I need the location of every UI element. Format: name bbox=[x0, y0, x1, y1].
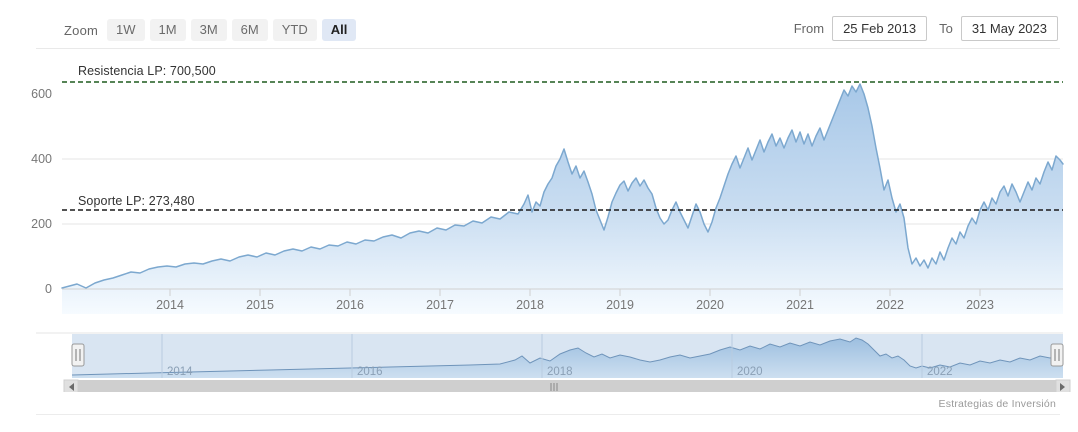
navigator-year-2014: 2014 bbox=[167, 366, 193, 378]
zoom-button-1w[interactable]: 1W bbox=[107, 19, 145, 41]
scroll-right-arrow-icon bbox=[1060, 383, 1065, 391]
navigator-right-handle[interactable] bbox=[1050, 343, 1064, 367]
x-axis-ticks: 2014 2015 2016 2017 2018 2019 2020 2021 … bbox=[156, 298, 994, 312]
navigator-line bbox=[71, 337, 1064, 376]
price-chart-plot-area[interactable]: 0 200 400 600 bbox=[0, 52, 1078, 314]
chart-credit: Estrategias de Inversión bbox=[938, 398, 1056, 410]
x-tick-2018: 2018 bbox=[516, 298, 544, 312]
y-tick-200: 200 bbox=[31, 217, 52, 231]
to-date-input[interactable]: 31 May 2023 bbox=[960, 16, 1058, 41]
navigator-year-2022: 2022 bbox=[927, 366, 953, 378]
resistance-label: Resistencia LP: 700,500 bbox=[78, 64, 216, 78]
zoom-button-ytd[interactable]: YTD bbox=[272, 19, 317, 41]
navigator-year-2020: 2020 bbox=[737, 366, 763, 378]
navigator-svg: 2014 2016 2018 2020 2022 bbox=[36, 332, 1071, 392]
support-label: Soporte LP: 273,480 bbox=[78, 194, 195, 208]
scroll-left-arrow-icon bbox=[69, 383, 74, 391]
chart-navigator[interactable]: 2014 2016 2018 2020 2022 bbox=[0, 330, 1078, 392]
x-tick-2019: 2019 bbox=[606, 298, 634, 312]
zoom-label: Zoom bbox=[64, 22, 99, 38]
bottom-divider bbox=[36, 414, 1060, 415]
scrollbar-grip-icon bbox=[550, 383, 558, 391]
navigator-year-2018: 2018 bbox=[547, 366, 573, 378]
toolbar-divider bbox=[36, 48, 1060, 49]
navigator-area bbox=[72, 338, 1063, 378]
zoom-button-3m[interactable]: 3M bbox=[190, 19, 227, 41]
x-tick-2021: 2021 bbox=[786, 298, 814, 312]
navigator-scrollbar-thumb[interactable] bbox=[78, 380, 1056, 392]
price-line bbox=[61, 83, 1064, 289]
x-tick-2016: 2016 bbox=[336, 298, 364, 312]
zoom-button-1m[interactable]: 1M bbox=[149, 19, 186, 41]
x-axis-tickmarks bbox=[169, 289, 981, 296]
from-label: From bbox=[793, 21, 825, 36]
from-date-input[interactable]: 25 Feb 2013 bbox=[832, 16, 928, 41]
price-area-fill bbox=[62, 84, 1063, 314]
to-label: To bbox=[939, 21, 953, 36]
x-tick-2014: 2014 bbox=[156, 298, 184, 312]
y-tick-400: 400 bbox=[31, 152, 52, 166]
x-tick-2015: 2015 bbox=[246, 298, 274, 312]
x-tick-2017: 2017 bbox=[426, 298, 454, 312]
zoom-range-selector: Zoom 1W 1M 3M 6M YTD All bbox=[64, 19, 361, 41]
x-tick-2023: 2023 bbox=[966, 298, 994, 312]
navigator-left-handle[interactable] bbox=[71, 343, 85, 367]
x-tick-2022: 2022 bbox=[876, 298, 904, 312]
navigator-year-labels: 2014 2016 2018 2020 2022 bbox=[167, 366, 953, 378]
y-tick-600: 600 bbox=[31, 87, 52, 101]
y-tick-0: 0 bbox=[45, 282, 52, 296]
navigator-year-2016: 2016 bbox=[357, 366, 383, 378]
zoom-button-6m[interactable]: 6M bbox=[231, 19, 268, 41]
x-tick-2020: 2020 bbox=[696, 298, 724, 312]
date-range-selector: From 25 Feb 2013 To 31 May 2023 bbox=[794, 16, 1058, 41]
chart-toolbar: Zoom 1W 1M 3M 6M YTD All From 25 Feb 201… bbox=[0, 0, 1078, 48]
navigator-gridlines bbox=[161, 334, 923, 378]
zoom-button-all[interactable]: All bbox=[321, 19, 357, 41]
y-axis-ticks: 0 200 400 600 bbox=[31, 87, 52, 296]
price-chart-svg: 0 200 400 600 bbox=[31, 81, 1064, 314]
